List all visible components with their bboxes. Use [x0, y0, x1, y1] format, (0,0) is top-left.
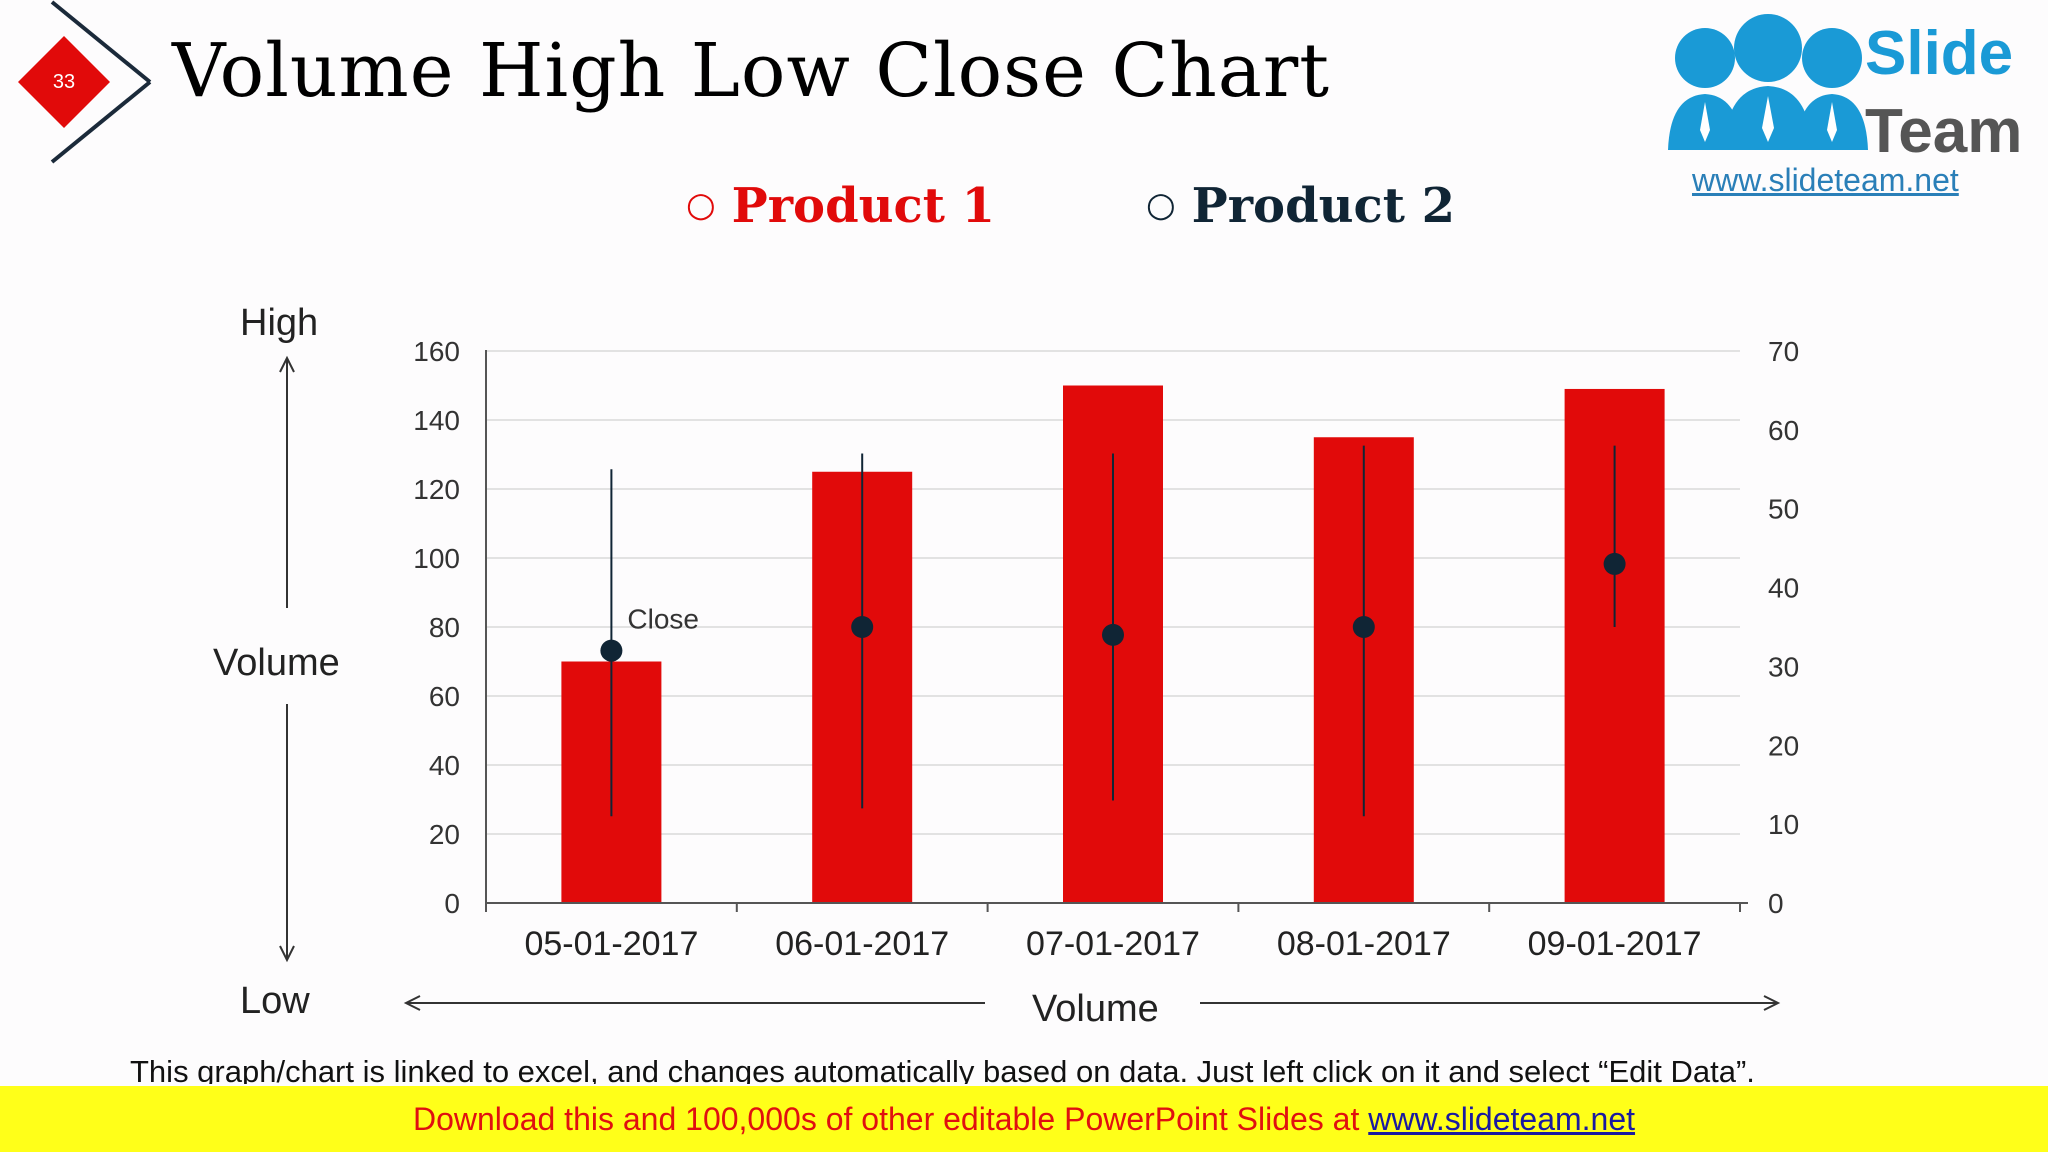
logo-word-team: Team [1865, 97, 2023, 166]
volume-bottom-label: Volume [1032, 988, 1159, 1030]
slideteam-logo[interactable]: Slide Team www.slideteam.net [1640, 0, 2048, 200]
x-tick-label: 09-01-2017 [1528, 925, 1702, 963]
y-tick-label: 140 [413, 405, 460, 436]
y2-tick-label: 40 [1768, 573, 1799, 604]
side-arrows [279, 355, 1781, 1011]
x-tick-label: 06-01-2017 [775, 925, 949, 963]
close-point [1102, 623, 1124, 646]
x-tick-label: 05-01-2017 [524, 925, 698, 963]
banner-link[interactable]: www.slideteam.net [1368, 1101, 1636, 1137]
slide-badge [18, 0, 152, 164]
close-point [851, 616, 874, 638]
y-tick-label: 20 [429, 819, 460, 850]
logo-word-slide: Slide [1865, 19, 2014, 88]
badge-diamond [18, 36, 110, 128]
y2-tick-label: 20 [1768, 730, 1799, 761]
y-tick-label: 40 [429, 750, 460, 781]
logo-url[interactable]: www.slideteam.net [1692, 162, 1959, 198]
y2-tick-label: 50 [1768, 494, 1799, 525]
footer-note: This graph/chart is linked to excel, and… [130, 1054, 1755, 1084]
close-point [1603, 552, 1626, 575]
low-label: Low [240, 980, 310, 1022]
y-tick-label: 160 [413, 336, 460, 367]
legend-marker-icon: ○ [1146, 185, 1176, 225]
close-point [600, 639, 623, 662]
x-tick-label: 07-01-2017 [1026, 925, 1200, 963]
y-tick-label: 0 [444, 888, 460, 919]
y2-tick-label: 10 [1768, 809, 1799, 840]
close-annotation: Close [627, 604, 699, 635]
y2-tick-label: 30 [1768, 651, 1799, 682]
close-point [1352, 616, 1375, 638]
high-label: High [240, 302, 319, 344]
y-tick-label: 80 [429, 612, 460, 643]
y2-tick-label: 0 [1768, 888, 1784, 919]
y-tick-label: 100 [413, 543, 460, 574]
y2-tick-label: 70 [1768, 336, 1799, 367]
legend-marker-icon: ○ [686, 185, 716, 225]
people-icon [1668, 14, 1868, 150]
banner-text: Download this and 100,000s of other edit… [412, 1101, 1369, 1137]
y2-tick-label: 60 [1768, 415, 1799, 446]
y-tick-label: 60 [429, 681, 460, 712]
page-title: Volume High Low Close Chart [172, 28, 1330, 114]
legend-label: Product 1 [731, 178, 996, 234]
x-tick-label: 08-01-2017 [1277, 925, 1451, 963]
volume-side-label: Volume [213, 642, 340, 684]
legend-product-2: ○ Product 2 [1146, 178, 1455, 234]
legend-label: Product 2 [1191, 178, 1456, 234]
download-banner[interactable]: Download this and 100,000s of other edit… [0, 1086, 2048, 1152]
y-tick-label: 120 [413, 474, 460, 505]
legend-product-1: ○ Product 1 [686, 178, 995, 234]
slide-number: 33 [52, 71, 76, 93]
